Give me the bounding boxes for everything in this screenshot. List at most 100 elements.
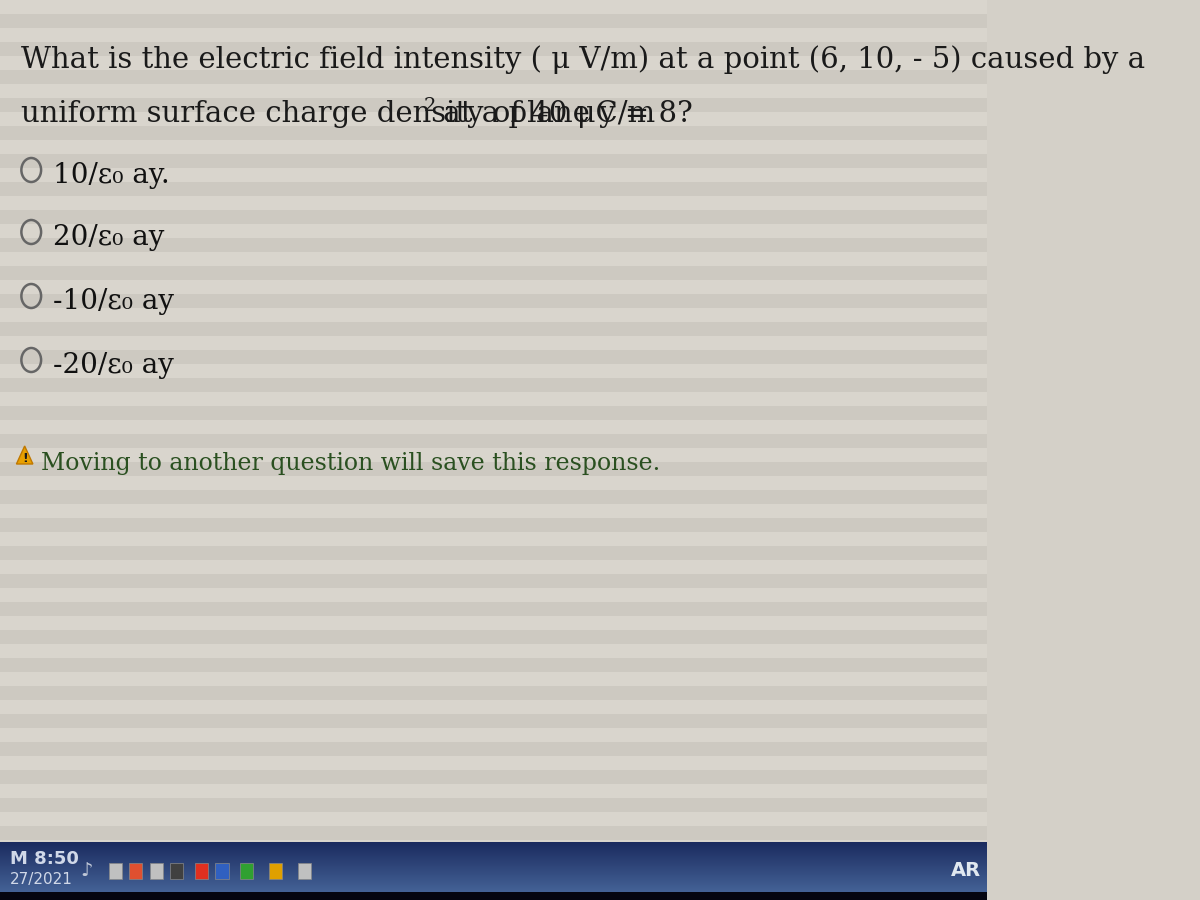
- Bar: [0, 42, 986, 56]
- Bar: [0, 546, 986, 560]
- Bar: [0, 842, 986, 843]
- Bar: [0, 847, 986, 848]
- Text: 27/2021: 27/2021: [10, 872, 73, 887]
- Bar: [0, 895, 986, 896]
- Text: What is the electric field intensity ( μ V/m) at a point (6, 10, - 5) caused by : What is the electric field intensity ( μ…: [20, 45, 1145, 74]
- Bar: [0, 897, 986, 898]
- Bar: [0, 858, 986, 859]
- Bar: [0, 893, 986, 894]
- Bar: [0, 890, 986, 891]
- Bar: [0, 861, 986, 862]
- Bar: [0, 872, 986, 873]
- Bar: [0, 877, 986, 878]
- Bar: [0, 434, 986, 448]
- Bar: [0, 182, 986, 196]
- Bar: [0, 616, 986, 630]
- Bar: [0, 853, 986, 854]
- Bar: [0, 210, 986, 224]
- Bar: [0, 855, 986, 856]
- Bar: [0, 294, 986, 308]
- Bar: [0, 448, 986, 462]
- Bar: [0, 112, 986, 126]
- Bar: [0, 896, 986, 900]
- Bar: [0, 891, 986, 892]
- Bar: [0, 894, 986, 895]
- Bar: [0, 851, 986, 852]
- Bar: [0, 888, 986, 889]
- Text: !: !: [22, 452, 28, 464]
- Bar: [0, 224, 986, 238]
- Bar: [0, 0, 986, 14]
- Text: 20/ε₀ ay: 20/ε₀ ay: [54, 224, 164, 251]
- Bar: [0, 840, 986, 854]
- Bar: [0, 896, 986, 897]
- Bar: [0, 868, 986, 882]
- Text: -20/ε₀ ay: -20/ε₀ ay: [54, 352, 174, 379]
- Bar: [0, 899, 986, 900]
- Text: 2: 2: [424, 97, 436, 115]
- Bar: [0, 392, 986, 406]
- Text: 10/ε₀ ay.: 10/ε₀ ay.: [54, 162, 170, 189]
- Bar: [0, 56, 986, 70]
- Bar: [0, 881, 986, 882]
- Bar: [0, 504, 986, 518]
- Bar: [0, 140, 986, 154]
- Bar: [0, 876, 986, 877]
- Bar: [0, 878, 986, 879]
- Text: Moving to another question will save this response.: Moving to another question will save thi…: [41, 452, 660, 475]
- Bar: [0, 630, 986, 644]
- Bar: [0, 880, 986, 881]
- Text: M 8:50: M 8:50: [10, 850, 79, 868]
- Bar: [0, 252, 986, 266]
- Bar: [0, 887, 986, 888]
- Bar: [0, 849, 986, 850]
- Bar: [0, 826, 986, 840]
- Bar: [0, 875, 986, 876]
- Bar: [0, 863, 986, 864]
- Bar: [0, 728, 986, 742]
- Bar: [194, 863, 208, 879]
- Bar: [0, 874, 986, 875]
- Bar: [150, 863, 163, 879]
- Bar: [0, 871, 986, 872]
- Bar: [0, 14, 986, 28]
- Bar: [0, 266, 986, 280]
- Bar: [0, 518, 986, 532]
- Bar: [0, 644, 986, 658]
- Bar: [0, 70, 986, 84]
- Bar: [0, 798, 986, 812]
- Text: -10/ε₀ ay: -10/ε₀ ay: [54, 288, 174, 315]
- Bar: [0, 866, 986, 867]
- Bar: [0, 154, 986, 168]
- Bar: [0, 882, 986, 896]
- Bar: [0, 859, 986, 860]
- Bar: [0, 886, 986, 887]
- Bar: [0, 714, 986, 728]
- Bar: [0, 406, 986, 420]
- Bar: [0, 892, 986, 893]
- Bar: [0, 336, 986, 350]
- Bar: [0, 865, 986, 866]
- Bar: [0, 862, 986, 863]
- Bar: [298, 863, 311, 879]
- Bar: [0, 490, 986, 504]
- Bar: [170, 863, 184, 879]
- Bar: [0, 854, 986, 855]
- Bar: [0, 864, 986, 865]
- Bar: [0, 843, 986, 844]
- Bar: [0, 867, 986, 868]
- Bar: [0, 28, 986, 42]
- Bar: [0, 869, 986, 870]
- Bar: [0, 308, 986, 322]
- Bar: [0, 884, 986, 885]
- Bar: [0, 854, 986, 868]
- Bar: [0, 756, 986, 770]
- Bar: [0, 873, 986, 874]
- Bar: [0, 378, 986, 392]
- Bar: [0, 846, 986, 847]
- Bar: [0, 588, 986, 602]
- Bar: [0, 238, 986, 252]
- Bar: [0, 168, 986, 182]
- Bar: [0, 848, 986, 849]
- Text: at a plane y = 8?: at a plane y = 8?: [434, 100, 692, 128]
